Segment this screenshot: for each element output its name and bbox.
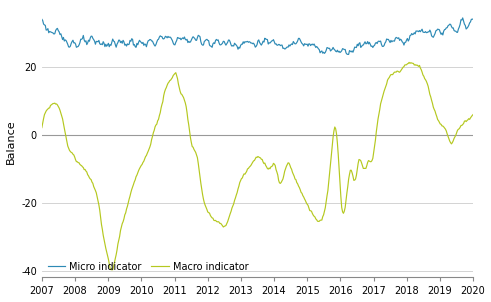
Macro indicator <box>39 126 45 129</box>
Micro indicator <box>246 40 252 43</box>
Macro indicator <box>297 186 302 189</box>
Macro indicator <box>247 165 253 168</box>
Legend: Micro indicator, Macro indicator: Micro indicator, Macro indicator <box>45 259 251 275</box>
Micro indicator <box>393 36 399 39</box>
Micro indicator <box>244 40 249 43</box>
Macro indicator <box>245 167 250 171</box>
Micro indicator <box>39 18 45 21</box>
Macro indicator <box>109 268 115 271</box>
Micro indicator <box>470 17 476 21</box>
Line: Macro indicator: Macro indicator <box>42 63 473 270</box>
Macro indicator <box>470 113 476 116</box>
Macro indicator <box>393 70 399 74</box>
Micro indicator <box>272 42 278 46</box>
Micro indicator <box>460 16 465 20</box>
Micro indicator <box>346 53 352 56</box>
Micro indicator <box>462 22 467 26</box>
Line: Micro indicator: Micro indicator <box>42 18 473 54</box>
Macro indicator <box>273 168 279 172</box>
Micro indicator <box>296 37 301 40</box>
Macro indicator <box>462 119 467 123</box>
Macro indicator <box>406 61 412 64</box>
Y-axis label: Balance: Balance <box>5 119 16 164</box>
